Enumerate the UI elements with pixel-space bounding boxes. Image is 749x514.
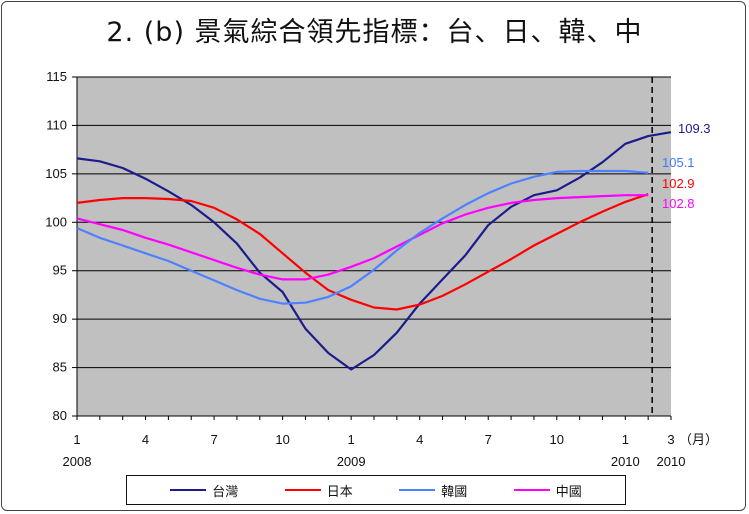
- end-label-1: 102.9: [662, 176, 695, 191]
- series-line-1: [76, 193, 649, 311]
- legend-label-taiwan: 台灣: [212, 484, 239, 500]
- series-line-3: [76, 194, 649, 281]
- x-tick-label-24: 1: [622, 432, 629, 447]
- legend: 台灣 日本 韓國 中國: [126, 475, 626, 505]
- legend-label-china: 中國: [555, 484, 582, 500]
- legend-item-taiwan: 台灣: [170, 481, 238, 500]
- x-tick-label-3: 4: [142, 432, 149, 447]
- x-year-label-forecast: 2010: [657, 454, 686, 469]
- x-tick-label-0: 1: [73, 432, 80, 447]
- end-label-0: 109.3: [678, 121, 711, 136]
- legend-swatch-taiwan: [170, 489, 207, 491]
- x-unit-label: （月）: [679, 432, 718, 447]
- legend-swatch-japan: [284, 489, 321, 491]
- x-tick-label-6: 7: [210, 432, 217, 447]
- legend-swatch-china: [513, 489, 550, 491]
- end-label-2: 105.1: [662, 155, 695, 170]
- legend-item-japan: 日本: [284, 481, 353, 500]
- legend-item-korea: 韓國: [399, 481, 467, 500]
- y-tick-label-80: 80: [53, 408, 67, 423]
- end-label-3: 102.8: [662, 196, 695, 211]
- x-year-label-2008: 2008: [63, 454, 92, 469]
- x-tick-label-15: 4: [416, 432, 423, 447]
- legend-label-japan: 日本: [326, 484, 353, 500]
- x-tick-label-18: 7: [485, 432, 492, 447]
- legend-label-korea: 韓國: [441, 484, 468, 500]
- x-year-label-2010: 2010: [611, 454, 640, 469]
- series-line-2: [76, 169, 649, 305]
- legend-item-china: 中國: [513, 481, 582, 500]
- y-tick-label-115: 115: [46, 69, 67, 84]
- y-tick-label-90: 90: [53, 311, 67, 326]
- x-tick-label-9: 10: [275, 432, 289, 447]
- legend-swatch-korea: [399, 489, 436, 491]
- x-tick-label-forecast: 3: [667, 432, 674, 447]
- series-line-0: [76, 131, 672, 371]
- x-tick-label-12: 1: [348, 432, 355, 447]
- y-tick-label-100: 100: [45, 214, 67, 229]
- x-tick-label-21: 10: [550, 432, 564, 447]
- y-tick-label-95: 95: [53, 263, 67, 278]
- y-tick-label-85: 85: [53, 360, 67, 375]
- x-year-label-2009: 2009: [337, 454, 366, 469]
- y-tick-label-110: 110: [46, 117, 67, 132]
- y-tick-label-105: 105: [45, 166, 67, 181]
- plot-area: [77, 77, 671, 416]
- chart-title: 2. (b) 景氣綜合領先指標：台、日、韓、中: [106, 17, 643, 48]
